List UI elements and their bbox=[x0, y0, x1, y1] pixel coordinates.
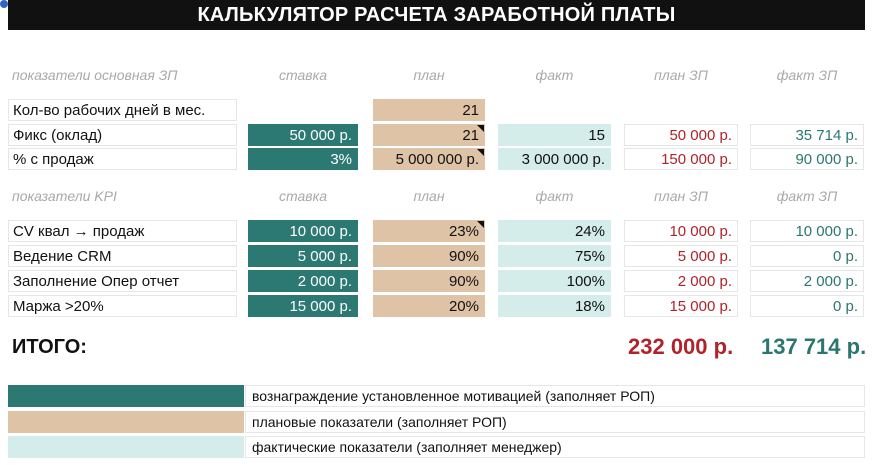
total-label: ИТОГО: bbox=[12, 336, 87, 358]
rate-cell-crm[interactable]: 5 000 р. bbox=[248, 245, 358, 267]
header-fact: факт bbox=[535, 67, 574, 83]
fact-zp-cell-fixed-salary: 35 714 р. bbox=[750, 124, 864, 146]
header-plan-zp: план ЗП bbox=[654, 67, 708, 83]
fact-zp-cell-cv-qual: 10 000 р. bbox=[750, 220, 864, 242]
fact-cell-cv-qual[interactable]: 24% bbox=[498, 220, 611, 242]
plan-cell-oper-report[interactable]: 90% bbox=[373, 270, 485, 292]
header-rate-kpi: ставка bbox=[279, 188, 327, 204]
header-fact-zp: факт ЗП bbox=[776, 67, 838, 83]
rate-cell-oper-report[interactable]: 2 000 р. bbox=[248, 270, 358, 292]
legend-swatch-teal bbox=[8, 385, 244, 407]
header-plan-zp-kpi: план ЗП bbox=[654, 188, 708, 204]
plan-zp-cell-oper-report: 2 000 р. bbox=[624, 270, 738, 292]
fact-cell-fixed-salary[interactable]: 15 bbox=[498, 124, 611, 146]
fact-zp-cell-sales-percent: 90 000 р. bbox=[750, 148, 864, 170]
plan-zp-cell-crm: 5 000 р. bbox=[624, 245, 738, 267]
row-label-crm: Ведение CRM bbox=[8, 245, 237, 267]
fact-cell-oper-report[interactable]: 100% bbox=[498, 270, 611, 292]
header-indicators-kpi: показатели KPI bbox=[12, 188, 117, 204]
plan-cell-working-days[interactable]: 21 bbox=[373, 99, 485, 121]
plan-cell-cv-qual[interactable]: 23% bbox=[373, 220, 485, 242]
plan-zp-cell-sales-percent: 150 000 р. bbox=[624, 148, 738, 170]
fact-cell-margin[interactable]: 18% bbox=[498, 295, 611, 317]
total-plan-value: 232 000 р. bbox=[628, 334, 734, 359]
rate-cell-cv-qual[interactable]: 10 000 р. bbox=[248, 220, 358, 242]
header-plan: план bbox=[413, 67, 445, 83]
fact-zp-cell-crm: 0 р. bbox=[750, 245, 864, 267]
plan-cell-sales-percent[interactable]: 5 000 000 р. bbox=[373, 148, 485, 170]
sheet-marker-icon bbox=[0, 0, 8, 8]
header-fact-kpi: факт bbox=[535, 188, 574, 204]
legend-text-reward: вознаграждение установленное мотивацией … bbox=[245, 385, 865, 407]
legend-swatch-light bbox=[8, 436, 244, 458]
row-label-margin: Маржа >20% bbox=[8, 295, 237, 317]
fact-cell-sales-percent[interactable]: 3 000 000 р. bbox=[498, 148, 611, 170]
header-plan-kpi: план bbox=[413, 188, 445, 204]
rate-cell-fixed-salary[interactable]: 50 000 р. bbox=[248, 124, 358, 146]
plan-cell-fixed-salary[interactable]: 21 bbox=[373, 124, 485, 146]
fact-zp-cell-margin: 0 р. bbox=[750, 295, 864, 317]
plan-zp-cell-fixed-salary: 50 000 р. bbox=[624, 124, 738, 146]
row-label-cv-qual: CV квал → продаж bbox=[8, 220, 237, 242]
header-indicators-main: показатели основная ЗП bbox=[12, 67, 178, 83]
legend-swatch-beige bbox=[8, 411, 244, 433]
legend-text-plan: плановые показатели (заполняет РОП) bbox=[245, 411, 865, 433]
page-title: КАЛЬКУЛЯТОР РАСЧЕТА ЗАРАБОТНОЙ ПЛАТЫ bbox=[8, 0, 865, 30]
row-label-fixed-salary: Фикс (оклад) bbox=[8, 124, 237, 146]
fact-zp-cell-oper-report: 2 000 р. bbox=[750, 270, 864, 292]
plan-cell-crm[interactable]: 90% bbox=[373, 245, 485, 267]
plan-zp-cell-margin: 15 000 р. bbox=[624, 295, 738, 317]
plan-cell-margin[interactable]: 20% bbox=[373, 295, 485, 317]
header-rate: ставка bbox=[279, 67, 327, 83]
total-fact-value: 137 714 р. bbox=[761, 334, 867, 359]
rate-cell-margin[interactable]: 15 000 р. bbox=[248, 295, 358, 317]
plan-zp-cell-cv-qual: 10 000 р. bbox=[624, 220, 738, 242]
legend-text-fact: фактические показатели (заполняет менедж… bbox=[245, 436, 865, 458]
header-fact-zp-kpi: факт ЗП bbox=[776, 188, 838, 204]
rate-cell-sales-percent[interactable]: 3% bbox=[248, 148, 358, 170]
fact-cell-crm[interactable]: 75% bbox=[498, 245, 611, 267]
row-label-oper-report: Заполнение Опер отчет bbox=[8, 270, 237, 292]
row-label-sales-percent: % с продаж bbox=[8, 148, 237, 170]
row-label-working-days: Кол-во рабочих дней в мес. bbox=[8, 99, 237, 121]
